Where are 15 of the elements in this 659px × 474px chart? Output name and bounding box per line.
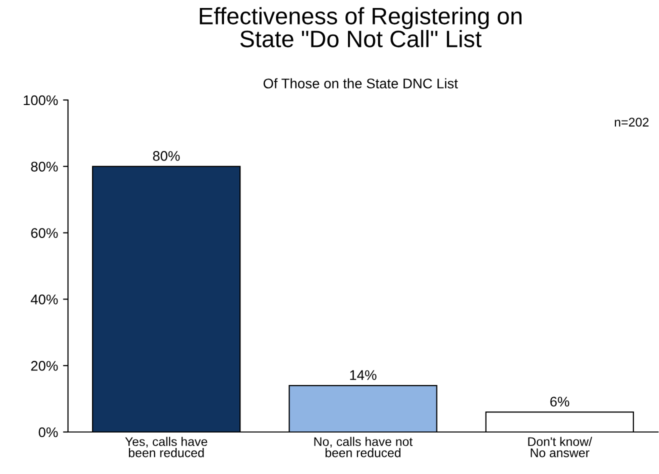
data-label: 80% (153, 151, 180, 161)
chart-title: Effectiveness of Registering on State "Do Not Call" List (200, 7, 522, 48)
x-tick-label: Yes, calls have been reduced (125, 436, 208, 458)
y-tick-label: 0% (38, 427, 58, 438)
y-tick-label: 60% (31, 228, 58, 238)
x-tick-label: No, calls have not been reduced (314, 436, 413, 458)
data-label: 6% (550, 396, 570, 407)
y-tick-label: 100% (24, 95, 58, 106)
data-label: 14% (350, 370, 376, 380)
chart-subtitle: Of Those on the State DNC List (264, 78, 458, 88)
y-tick-label: 80% (31, 162, 58, 172)
x-tick-label: Don't know/ No answer (528, 436, 592, 458)
annotation: n=202 (614, 118, 649, 127)
y-tick-label: 40% (30, 294, 58, 304)
y-tick-label: 20% (31, 360, 58, 371)
